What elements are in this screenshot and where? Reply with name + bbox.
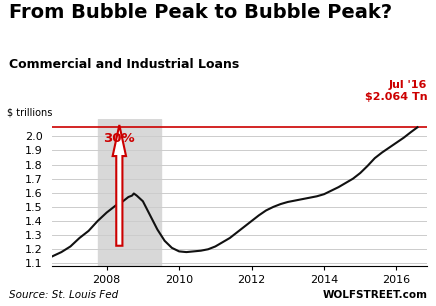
Text: From Bubble Peak to Bubble Peak?: From Bubble Peak to Bubble Peak? — [9, 3, 392, 22]
Polygon shape — [112, 125, 126, 246]
Text: WOLFSTREET.com: WOLFSTREET.com — [322, 290, 427, 300]
Text: $ trillions: $ trillions — [7, 108, 53, 118]
Bar — [98, 119, 161, 266]
Text: Source: St. Louis Fed: Source: St. Louis Fed — [9, 290, 118, 300]
Text: Commercial and Industrial Loans: Commercial and Industrial Loans — [9, 58, 239, 71]
Text: 30%: 30% — [103, 132, 135, 145]
Text: Jul '16
$2.064 Tn: Jul '16 $2.064 Tn — [364, 80, 427, 102]
